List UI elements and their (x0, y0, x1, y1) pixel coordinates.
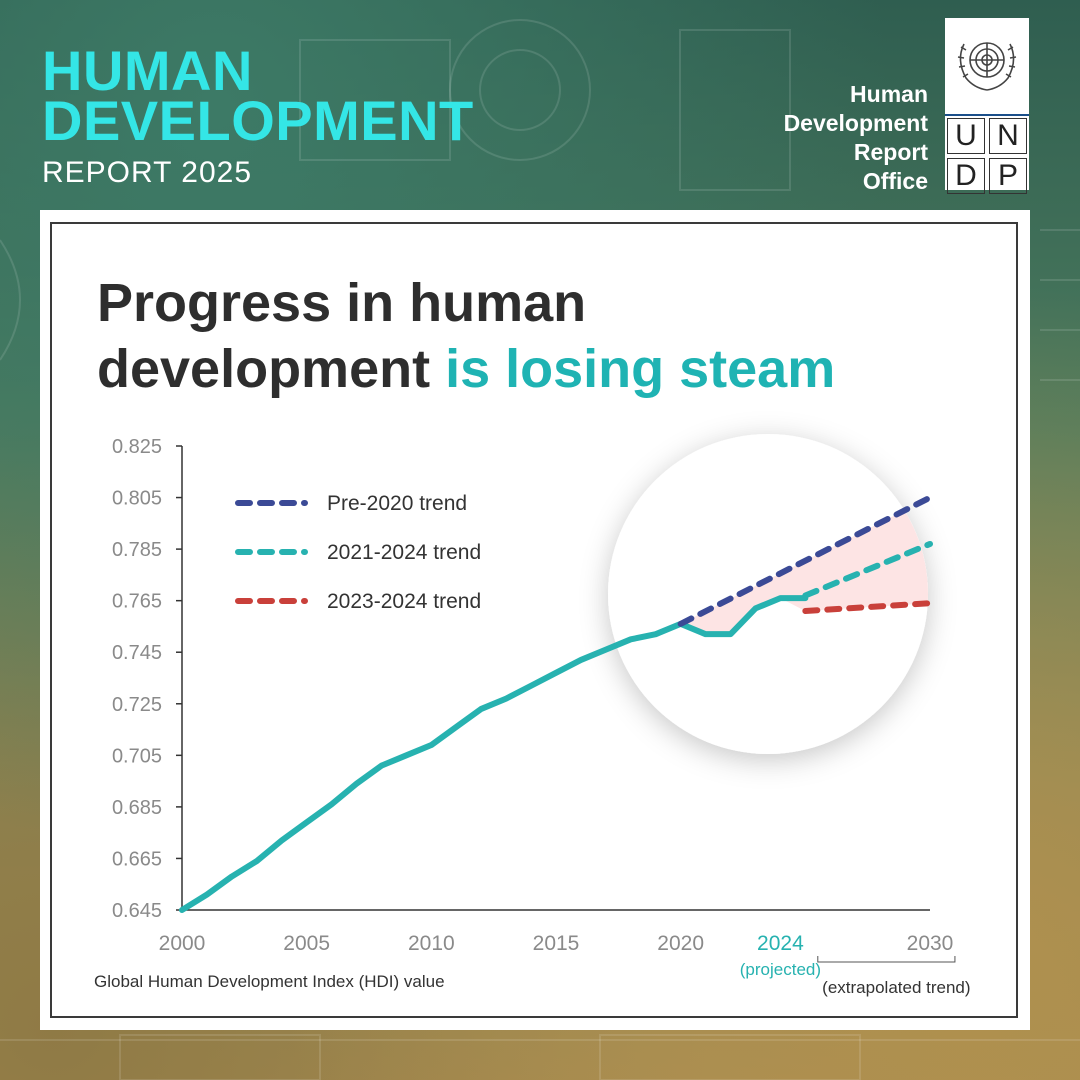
y-tick-label: 0.665 (112, 848, 162, 870)
x-tick-label: 2015 (533, 932, 580, 955)
legend-label: Pre-2020 trend (327, 492, 467, 515)
un-emblem-icon (957, 42, 1017, 91)
x-tick-label: 2010 (408, 932, 455, 955)
y-tick-label: 0.825 (112, 436, 162, 458)
x-tick-label: 2005 (283, 932, 330, 955)
undp-letter-u: U (947, 118, 985, 154)
series-line-2021-2024-trend (802, 540, 933, 599)
series-line-global-hdi (179, 595, 809, 913)
undp-letter-n: N (989, 118, 1027, 154)
report-title-line2: DEVELOPMENT (42, 89, 474, 152)
headline-accent: is losing steam (445, 339, 836, 399)
y-tick-label: 0.785 (112, 539, 162, 561)
legend-label: 2023-2024 trend (327, 590, 481, 613)
office-line1: Human (850, 81, 928, 107)
headline: Progress in human development is losing … (97, 270, 835, 402)
undp-logo: U N D P (945, 18, 1029, 194)
y-tick-label: 0.765 (112, 591, 162, 613)
office-line3: Report (853, 139, 928, 165)
y-tick-label: 0.745 (112, 642, 162, 664)
projected-annotation: (projected) (740, 960, 821, 979)
undp-letters: U N D P (945, 114, 1029, 194)
extrapolated-annotation: (extrapolated trend) (822, 978, 970, 997)
y-tick-label: 0.685 (112, 797, 162, 819)
report-title: HUMAN DEVELOPMENT (42, 39, 474, 152)
x-tick-label: 2000 (159, 932, 206, 955)
undp-letter-p: P (989, 158, 1027, 194)
series-line-2023-2024-trend (802, 600, 933, 614)
office-name: Human Development Report Office (784, 80, 928, 196)
report-subtitle: REPORT 2025 (42, 156, 252, 189)
x-tick-label: 2020 (657, 932, 704, 955)
office-line4: Office (862, 168, 928, 194)
extrapolated-bracket (817, 956, 956, 963)
y-tick-label: 0.725 (112, 694, 162, 716)
x-tick-label: 2024 (757, 932, 804, 955)
y-tick-label: 0.645 (112, 900, 162, 922)
y-axis-title: Global Human Development Index (HDI) val… (94, 972, 445, 991)
series-line-pre-2020-trend (677, 494, 933, 627)
undp-letter-d: D (947, 158, 985, 194)
chart-card-border (50, 222, 1018, 1018)
headline-part2: development (97, 339, 431, 399)
x-tick-label: 2030 (907, 932, 954, 955)
office-line2: Development (783, 110, 928, 136)
headline-line2: development is losing steam (97, 336, 835, 402)
hdi-line-chart: 0.825 0.805 0.785 0.765 0.745 0.725 0.705 0.685… (94, 434, 971, 997)
y-tick-label: 0.805 (112, 488, 162, 510)
headline-line1: Progress in human (97, 273, 587, 333)
report-title-line1: HUMAN (42, 39, 253, 102)
y-tick-label: 0.705 (112, 745, 162, 767)
legend-label: 2021-2024 trend (327, 541, 481, 564)
